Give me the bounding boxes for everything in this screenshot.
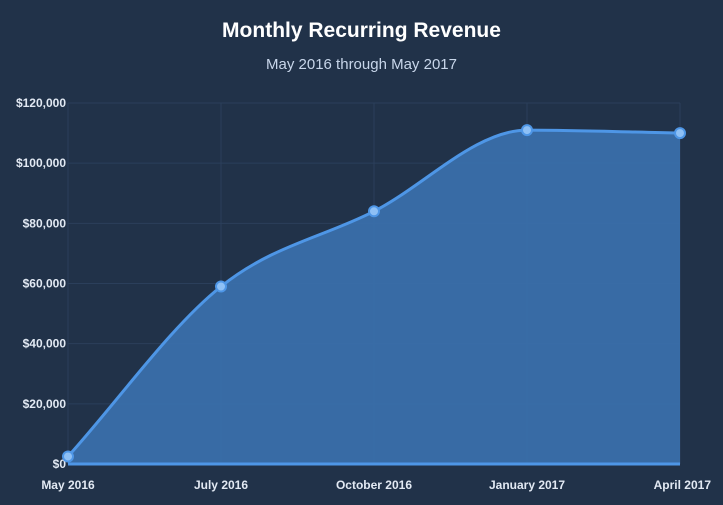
chart-subtitle: May 2016 through May 2017 (266, 56, 457, 73)
revenue-line (66, 128, 681, 458)
data-point (62, 450, 74, 463)
y-tick-label: $80,000 (23, 216, 67, 230)
y-tick-label: $20,000 (23, 397, 67, 411)
data-point (674, 127, 686, 140)
y-tick-label: $100,000 (16, 156, 66, 170)
data-point (368, 205, 380, 218)
data-point (215, 280, 227, 293)
y-tick-label: $0 (53, 457, 67, 471)
x-tick-label: April 2017 (654, 478, 712, 492)
chart-title: Monthly Recurring Revenue (222, 19, 501, 42)
x-tick-label: July 2016 (194, 478, 248, 492)
y-tick-label: $60,000 (23, 277, 67, 291)
x-tick-label: October 2016 (336, 478, 412, 492)
data-point (521, 124, 533, 137)
x-tick-label: January 2017 (489, 478, 565, 492)
x-tick-label: May 2016 (41, 478, 95, 492)
y-tick-label: $120,000 (16, 96, 66, 110)
revenue-area (68, 130, 680, 464)
y-tick-label: $40,000 (23, 337, 67, 351)
